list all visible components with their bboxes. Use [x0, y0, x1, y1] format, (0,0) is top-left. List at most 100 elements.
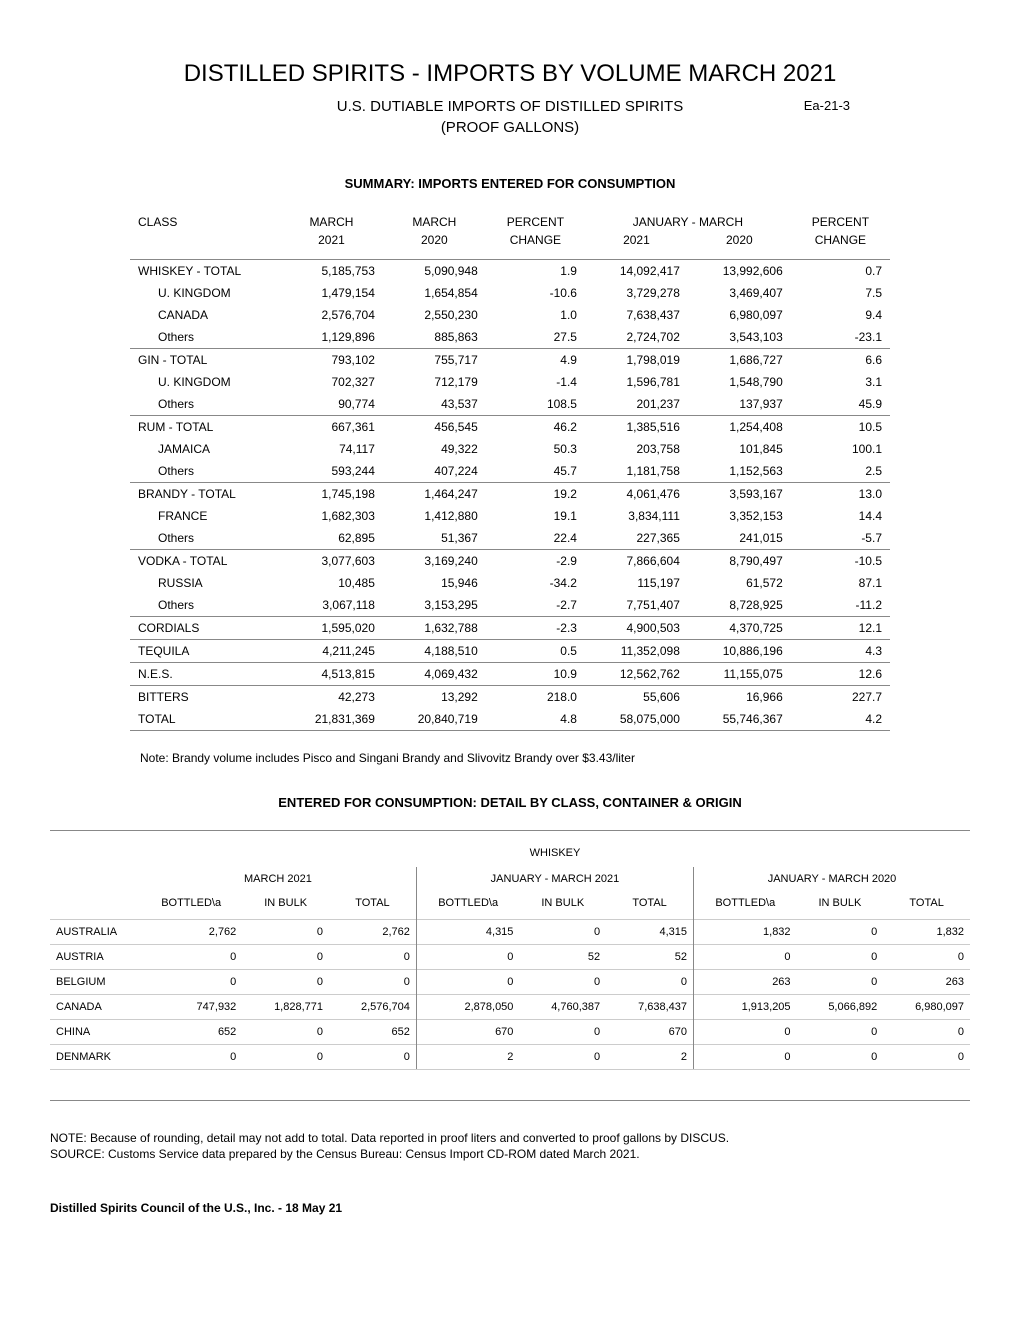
- cell-value: 2,724,702: [585, 326, 688, 349]
- cell-value: -34.2: [486, 572, 585, 594]
- cell-value: 3,543,103: [688, 326, 791, 349]
- cell-class: JAMAICA: [130, 438, 280, 460]
- cell-value: 0: [329, 970, 416, 995]
- period-jm-2020: JANUARY - MARCH 2020: [694, 867, 970, 891]
- cell-country: AUSTRALIA: [50, 920, 140, 945]
- cell-value: -2.9: [486, 550, 585, 573]
- cell-value: 0: [694, 1045, 797, 1070]
- cell-value: 3,469,407: [688, 282, 791, 304]
- table-row: TEQUILA4,211,2454,188,5100.511,352,09810…: [130, 640, 890, 663]
- page-footer: Distilled Spirits Council of the U.S., I…: [50, 1201, 970, 1215]
- cell-value: 4,513,815: [280, 663, 383, 686]
- cell-value: 6,980,097: [883, 995, 970, 1020]
- col-total-1: TOTAL: [329, 891, 416, 920]
- col-bottled-1: BOTTLED\a: [140, 891, 242, 920]
- header-percent: PERCENT: [486, 211, 585, 231]
- cell-value: 15,946: [383, 572, 486, 594]
- cell-value: 0: [519, 1045, 606, 1070]
- cell-value: 90,774: [280, 393, 383, 416]
- table-row: TOTAL21,831,36920,840,7194.858,075,00055…: [130, 708, 890, 731]
- summary-table-body: WHISKEY - TOTAL5,185,7535,090,9481.914,0…: [130, 260, 890, 731]
- cell-value: 1.0: [486, 304, 585, 326]
- cell-value: -2.3: [486, 617, 585, 640]
- cell-value: 0: [606, 970, 693, 995]
- cell-value: 1,129,896: [280, 326, 383, 349]
- cell-value: 652: [329, 1020, 416, 1045]
- brandy-note: Note: Brandy volume includes Pisco and S…: [140, 751, 970, 765]
- header-march-1: MARCH: [280, 211, 383, 231]
- cell-value: 593,244: [280, 460, 383, 483]
- cell-value: 100.1: [791, 438, 890, 460]
- cell-value: 19.1: [486, 505, 585, 527]
- cell-value: 87.1: [791, 572, 890, 594]
- subheader-2021-1: 2021: [280, 231, 383, 260]
- cell-value: 263: [883, 970, 970, 995]
- subheader-2021-2: 2021: [585, 231, 688, 260]
- cell-value: 12,562,762: [585, 663, 688, 686]
- cell-country: CHINA: [50, 1020, 140, 1045]
- cell-value: 4.8: [486, 708, 585, 731]
- cell-value: 45.9: [791, 393, 890, 416]
- period-jm-2021: JANUARY - MARCH 2021: [416, 867, 693, 891]
- cell-value: 0: [242, 920, 329, 945]
- cell-value: 4,188,510: [383, 640, 486, 663]
- cell-value: 7,638,437: [606, 995, 693, 1020]
- cell-class: TEQUILA: [130, 640, 280, 663]
- cell-value: 3,077,603: [280, 550, 383, 573]
- period-header-row: MARCH 2021 JANUARY - MARCH 2021 JANUARY …: [50, 867, 970, 891]
- cell-value: 0: [797, 945, 884, 970]
- cell-value: 667,361: [280, 416, 383, 439]
- subtitle-row: U.S. DUTIABLE IMPORTS OF DISTILLED SPIRI…: [50, 98, 970, 115]
- cell-value: 0: [416, 945, 519, 970]
- subheader-2020-2: 2020: [688, 231, 791, 260]
- subheader-2020-1: 2020: [383, 231, 486, 260]
- table-row: U. KINGDOM702,327712,179-1.41,596,7811,5…: [130, 371, 890, 393]
- cell-value: 4,315: [416, 920, 519, 945]
- detail-table-body: AUSTRALIA2,76202,7624,31504,3151,83201,8…: [50, 920, 970, 1070]
- cell-value: -5.7: [791, 527, 890, 550]
- cell-value: 1.9: [486, 260, 585, 283]
- cell-value: 3,834,111: [585, 505, 688, 527]
- cell-value: 218.0: [486, 686, 585, 709]
- cell-value: 4,900,503: [585, 617, 688, 640]
- cell-value: 14,092,417: [585, 260, 688, 283]
- cell-country: DENMARK: [50, 1045, 140, 1070]
- table-row: GIN - TOTAL793,102755,7174.91,798,0191,6…: [130, 349, 890, 372]
- cell-value: 50.3: [486, 438, 585, 460]
- header-march-2: MARCH: [383, 211, 486, 231]
- table-row: FRANCE1,682,3031,412,88019.13,834,1113,3…: [130, 505, 890, 527]
- subheader-change-1: CHANGE: [486, 231, 585, 260]
- cell-value: 8,728,925: [688, 594, 791, 617]
- cell-value: 8,790,497: [688, 550, 791, 573]
- cell-value: 456,545: [383, 416, 486, 439]
- col-inbulk-2: IN BULK: [519, 891, 606, 920]
- cell-value: 227.7: [791, 686, 890, 709]
- cell-value: 1,479,154: [280, 282, 383, 304]
- cell-value: 4.2: [791, 708, 890, 731]
- cell-value: 1,682,303: [280, 505, 383, 527]
- cell-class: U. KINGDOM: [130, 282, 280, 304]
- cell-class: Others: [130, 326, 280, 349]
- cell-value: 0: [797, 920, 884, 945]
- page-title: DISTILLED SPIRITS - IMPORTS BY VOLUME MA…: [50, 60, 970, 88]
- cell-value: 0.5: [486, 640, 585, 663]
- cell-value: 0: [140, 945, 242, 970]
- cell-value: 1,828,771: [242, 995, 329, 1020]
- cell-value: 55,606: [585, 686, 688, 709]
- cell-value: 1,832: [694, 920, 797, 945]
- cell-value: 10,886,196: [688, 640, 791, 663]
- cell-value: 203,758: [585, 438, 688, 460]
- table-row: JAMAICA74,11749,32250.3203,758101,845100…: [130, 438, 890, 460]
- cell-value: 1,595,020: [280, 617, 383, 640]
- cell-value: 27.5: [486, 326, 585, 349]
- cell-class: FRANCE: [130, 505, 280, 527]
- footer-notes: NOTE: Because of rounding, detail may no…: [50, 1131, 970, 1161]
- cell-value: 0: [883, 1020, 970, 1045]
- cell-value: 1,254,408: [688, 416, 791, 439]
- cell-value: 1,385,516: [585, 416, 688, 439]
- cell-value: 2: [606, 1045, 693, 1070]
- cell-value: 42,273: [280, 686, 383, 709]
- cell-value: 7,751,407: [585, 594, 688, 617]
- cell-class: BITTERS: [130, 686, 280, 709]
- cell-value: 52: [606, 945, 693, 970]
